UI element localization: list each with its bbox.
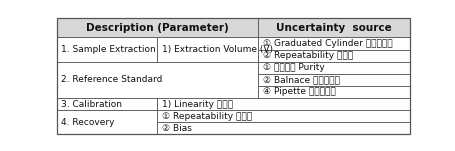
Text: 2. Reference Standard: 2. Reference Standard — [61, 75, 162, 84]
Text: 1) Extraction Volume (V): 1) Extraction Volume (V) — [162, 45, 273, 54]
Text: Description (Parameter): Description (Parameter) — [86, 23, 229, 33]
Bar — [57, 18, 258, 37]
Text: 1) Linearity 직선성: 1) Linearity 직선성 — [162, 100, 233, 109]
Bar — [258, 18, 410, 37]
Text: ② Bias: ② Bias — [162, 124, 192, 133]
Bar — [157, 110, 410, 122]
Text: ① Graduated Cylinder 교정성적서: ① Graduated Cylinder 교정성적서 — [263, 39, 393, 48]
Text: 4. Recovery: 4. Recovery — [61, 118, 115, 127]
Text: 3. Calibration: 3. Calibration — [61, 100, 122, 109]
Bar — [258, 74, 410, 86]
Text: ② Balnace 교정성적서: ② Balnace 교정성적서 — [263, 75, 340, 84]
Bar — [157, 37, 258, 62]
Bar — [57, 110, 157, 134]
Text: ① Repeatability 반복성: ① Repeatability 반복성 — [162, 112, 252, 121]
Bar — [258, 50, 410, 62]
Bar — [258, 62, 410, 74]
Text: ④ Pipette 교정성적서: ④ Pipette 교정성적서 — [263, 87, 336, 96]
Bar — [258, 37, 410, 50]
Bar — [157, 98, 410, 110]
Text: Uncertainty  source: Uncertainty source — [276, 23, 392, 33]
Text: ① 표준물질 Purity: ① 표준물질 Purity — [263, 63, 325, 72]
Bar — [57, 37, 157, 62]
Bar — [157, 122, 410, 134]
Bar — [57, 98, 157, 110]
Text: ② Repeatability 반복성: ② Repeatability 반복성 — [263, 51, 353, 60]
Text: 1. Sample Extraction: 1. Sample Extraction — [61, 45, 156, 54]
Bar — [258, 86, 410, 98]
Bar — [57, 62, 258, 98]
